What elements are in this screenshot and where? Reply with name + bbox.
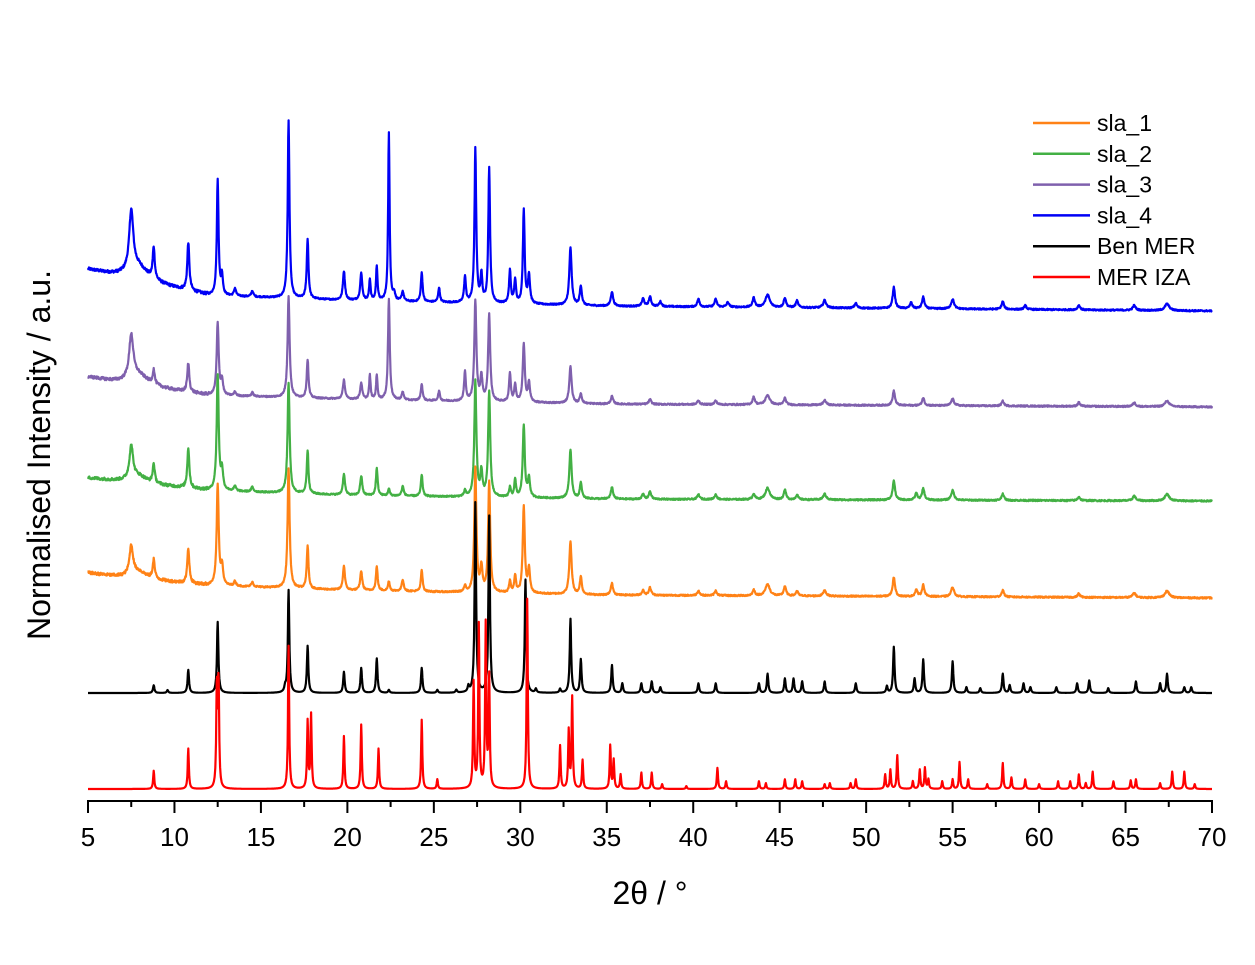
series-sla_3 [87,295,1214,409]
series-layer [86,119,1214,791]
legend-item: sla_3 [1033,172,1152,198]
x-tick-label: 60 [1025,822,1054,852]
legend-label: MER IZA [1097,264,1191,290]
series-sla_4 [86,119,1213,313]
series-sla_1 [87,465,1213,600]
x-tick-label: 40 [679,822,708,852]
x-axis-title: 2θ / ° [612,875,687,911]
legend-item: sla_2 [1033,141,1152,167]
x-tick-label: 20 [333,822,362,852]
legend-item: sla_1 [1033,110,1152,136]
x-tick-label: 15 [246,822,275,852]
x-tick-label: 30 [506,822,535,852]
x-tick-label: 45 [765,822,794,852]
x-tick-label: 5 [81,822,95,852]
x-tick-label: 55 [938,822,967,852]
legend: sla_1 sla_2 sla_3 sla_4 Ben MER MER IZA [1033,110,1195,290]
x-ticks: 5 10 15 20 25 30 35 40 45 50 55 60 65 70 [81,801,1227,852]
legend-item: Ben MER [1033,233,1195,259]
y-axis-title: Normalised Intensity / a.u. [21,270,57,640]
legend-label: sla_2 [1097,141,1152,167]
series-mer-iza [87,597,1213,791]
legend-label: sla_1 [1097,110,1152,136]
x-tick-label: 65 [1111,822,1140,852]
x-tick-label: 35 [592,822,621,852]
legend-label: sla_3 [1097,172,1152,198]
x-tick-label: 10 [160,822,189,852]
legend-item: MER IZA [1033,264,1191,290]
legend-label: sla_4 [1097,202,1152,228]
legend-label: Ben MER [1097,233,1195,259]
series-sla_2 [86,373,1213,503]
legend-item: sla_4 [1033,202,1152,228]
series-ben-mer [87,501,1213,695]
x-tick-label: 25 [419,822,448,852]
x-tick-label: 50 [852,822,881,852]
x-tick-label: 70 [1198,822,1227,852]
